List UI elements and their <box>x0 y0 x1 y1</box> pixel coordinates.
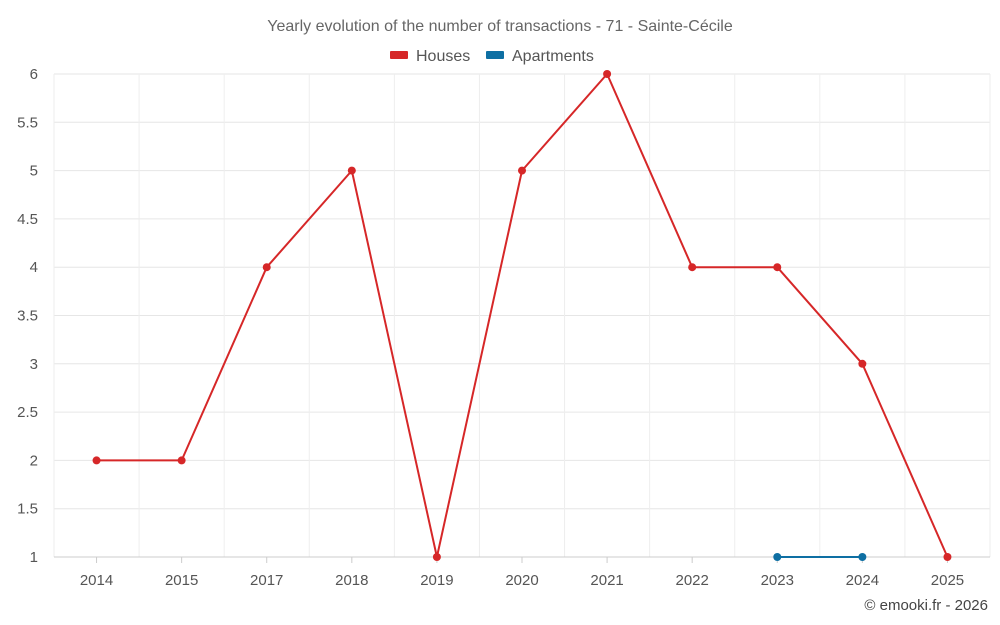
x-tick-label: 2022 <box>675 572 708 589</box>
data-point-houses <box>432 553 441 561</box>
legend-label-apartments: Apartments <box>512 48 594 65</box>
data-point-houses <box>518 166 526 175</box>
y-tick-label: 1 <box>30 549 38 566</box>
y-tick-label: 4.5 <box>17 211 38 228</box>
x-tick-label: 2024 <box>846 572 879 589</box>
legend-swatch-apartments <box>486 51 504 59</box>
y-tick-label: 3 <box>30 356 38 373</box>
x-tick-label: 2017 <box>250 572 283 589</box>
x-tick-label: 2019 <box>420 572 453 589</box>
y-tick-label: 5.5 <box>17 114 38 131</box>
data-point-houses <box>92 456 101 465</box>
x-tick-label: 2014 <box>80 572 113 589</box>
data-point-houses <box>347 166 356 175</box>
data-point-houses <box>943 553 952 561</box>
axes: 1 1.5 2 2.5 3 3.5 4 4.5 5 5.5 6 2014 2015 2017 2018 201… <box>17 66 990 589</box>
y-tick-label: 5 <box>30 163 38 180</box>
data-point-houses <box>688 263 697 272</box>
x-tick-label: 2020 <box>505 572 538 589</box>
x-tick-label: 2015 <box>165 572 198 589</box>
y-tick-label: 6 <box>30 66 38 83</box>
series-layer <box>92 70 952 561</box>
y-tick-label: 2 <box>30 452 38 469</box>
legend-swatch-houses <box>390 51 408 59</box>
x-tick-label: 2021 <box>590 572 623 589</box>
y-tick-label: 2.5 <box>17 404 38 421</box>
data-point-houses <box>177 456 186 465</box>
y-tick-label: 3.5 <box>17 308 38 325</box>
legend: Houses Apartments <box>390 48 594 65</box>
data-point-houses <box>858 359 867 368</box>
data-point-houses <box>262 263 271 272</box>
y-tick-label: 1.5 <box>17 501 38 518</box>
grid <box>53 73 991 558</box>
data-point-apartments <box>858 553 867 561</box>
legend-label-houses: Houses <box>416 48 470 65</box>
data-point-houses <box>773 263 782 272</box>
chart-title: Yearly evolution of the number of transa… <box>267 18 733 35</box>
x-tick-label: 2023 <box>761 572 794 589</box>
y-tick-label: 4 <box>30 259 38 276</box>
x-tick-label: 2018 <box>335 572 368 589</box>
data-point-houses <box>603 70 612 78</box>
data-point-apartments <box>773 553 782 561</box>
credit-text: © emooki.fr - 2026 <box>864 597 988 614</box>
x-tick-label: 2025 <box>931 572 964 589</box>
